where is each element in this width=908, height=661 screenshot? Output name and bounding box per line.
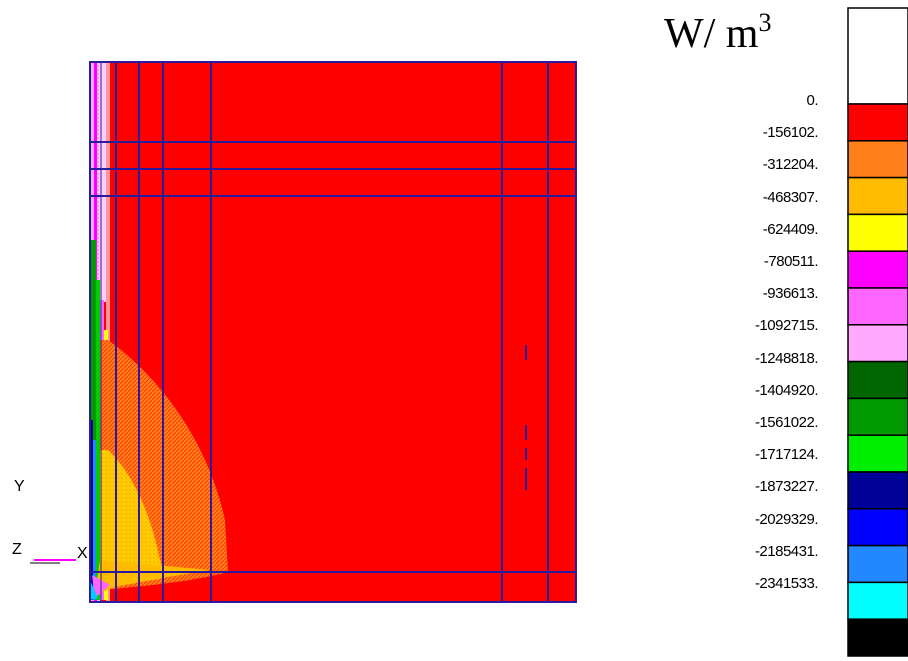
legend-value: -1873227. <box>754 478 819 496</box>
legend-value: -2029329. <box>754 510 819 528</box>
legend-value: -312204. <box>762 156 819 174</box>
legend-value: -1717124. <box>754 446 819 464</box>
legend-value: -2185431. <box>754 542 819 560</box>
legend-swatch <box>847 140 908 179</box>
legend-value: -468307. <box>762 188 819 206</box>
legend-swatch <box>847 360 908 400</box>
legend-swatch <box>847 7 908 105</box>
legend-value: -1248818. <box>754 349 819 367</box>
legend-value: -936613. <box>762 285 819 303</box>
axis-label-z: Z <box>12 541 22 558</box>
legend-value: -1561022. <box>754 414 819 431</box>
legend-swatch <box>847 471 908 510</box>
unit-label: W/ m3 <box>664 8 772 57</box>
legend-swatch <box>847 324 908 363</box>
legend-swatch <box>847 397 908 436</box>
legend-value: -2341533. <box>754 575 819 592</box>
legend-swatch <box>847 618 908 657</box>
legend-swatch <box>847 508 908 547</box>
legend-swatch <box>847 581 908 620</box>
axis-label-y: Y <box>14 478 25 495</box>
legend-value: -1092715. <box>754 317 819 335</box>
mesh-lines <box>89 61 577 603</box>
legend-swatch <box>847 250 908 289</box>
legend-swatch <box>847 287 908 326</box>
legend-value: -780511. <box>763 253 819 270</box>
legend-swatch <box>847 434 908 473</box>
legend-swatch <box>847 176 908 216</box>
legend-swatch <box>847 213 908 252</box>
legend-value: -1404920. <box>754 381 819 399</box>
legend-value: -624409. <box>762 220 819 238</box>
legend-swatch <box>847 103 908 142</box>
axis-triad <box>30 559 76 564</box>
legend-value: 0. <box>806 92 818 109</box>
axis-label-x: X <box>77 545 88 562</box>
legend-swatch <box>847 544 908 584</box>
legend-value: -156102. <box>762 124 819 142</box>
